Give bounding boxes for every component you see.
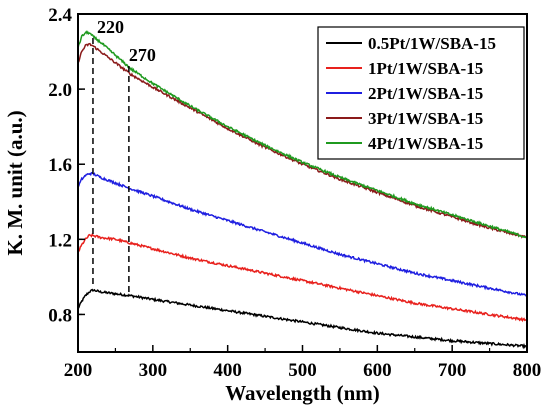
legend-label: 1Pt/1W/SBA-15 [368, 59, 483, 78]
x-tick-label: 200 [64, 360, 93, 381]
series-line-2 [77, 171, 528, 298]
x-axis-title: Wavelength (nm) [225, 381, 380, 405]
series-line-0 [77, 288, 528, 350]
y-axis-title: K. M. unit (a.u.) [3, 110, 27, 255]
series-line-4 [77, 30, 528, 239]
legend-label: 0.5Pt/1W/SBA-15 [368, 34, 496, 53]
y-tick-label: 0.8 [48, 305, 72, 326]
x-tick-label: 300 [139, 360, 168, 381]
series-line-1 [77, 233, 528, 323]
series-lines [77, 30, 528, 350]
x-tick-label: 400 [213, 360, 242, 381]
legend-label: 2Pt/1W/SBA-15 [368, 84, 483, 103]
annotation-label: 220 [97, 17, 124, 37]
x-tick-label: 800 [513, 360, 542, 381]
axis-ticks: 200 300 400 500 600 700 800 0.8 1.2 1.6 2.0 2.4 [48, 5, 541, 381]
y-tick-label: 1.6 [48, 155, 72, 176]
x-tick-label: 600 [363, 360, 392, 381]
y-tick-label: 2.0 [48, 80, 72, 101]
y-tick-label: 2.4 [48, 5, 72, 26]
x-tick-label: 500 [288, 360, 317, 381]
legend: 0.5Pt/1W/SBA-15 1Pt/1W/SBA-15 2Pt/1W/SBA-1… [317, 26, 525, 160]
legend-label: 3Pt/1W/SBA-15 [368, 109, 483, 128]
y-tick-label: 1.2 [48, 230, 72, 251]
annotation-label: 270 [129, 45, 156, 65]
x-tick-label: 700 [438, 360, 467, 381]
legend-label: 4Pt/1W/SBA-15 [368, 134, 483, 153]
